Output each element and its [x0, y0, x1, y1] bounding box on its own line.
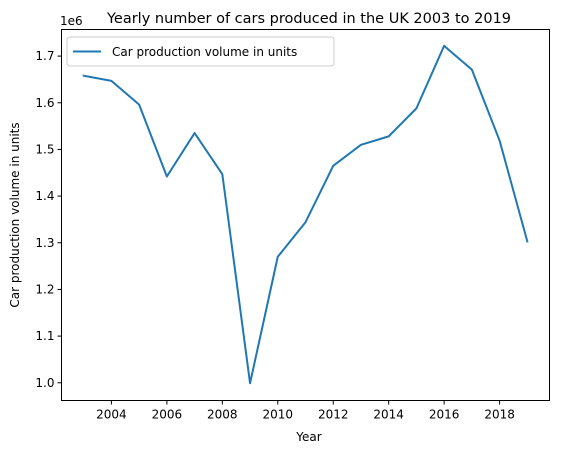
legend-box: [66, 36, 335, 67]
series-line-0: [82, 44, 529, 385]
y-tick-label: 1.0: [35, 376, 54, 390]
y-axis-label: Car production volume in units: [8, 122, 22, 307]
x-tick-label: 2010: [262, 408, 293, 422]
y-tick-label: 1.4: [35, 189, 54, 203]
y-tick-label: 1.3: [35, 236, 54, 250]
x-tick-label: 2012: [318, 408, 349, 422]
legend-label: Car production volume in units: [112, 45, 297, 59]
x-tick-label: 2004: [96, 408, 127, 422]
y-tick-label: 1.5: [35, 142, 54, 156]
y-axis: 1.0 1.1 1.2 1.3 1.4 1.5 1.6 1.7: [35, 49, 62, 390]
x-tick-label: 2006: [152, 408, 183, 422]
x-tick-label: 2014: [373, 408, 404, 422]
y-tick-label: 1.2: [35, 282, 54, 296]
plot-area: [61, 29, 550, 401]
x-axis-label: Year: [295, 430, 321, 444]
x-tick-label: 2018: [484, 408, 515, 422]
y-tick-label: 1.7: [35, 49, 54, 63]
y-tick-label: 1.6: [35, 96, 54, 110]
chart-title: Yearly number of cars produced in the UK…: [106, 11, 511, 27]
x-tick-label: 2016: [429, 408, 460, 422]
x-axis: 2004 2006 2008 2010 2012 2014 2016 2018: [96, 400, 515, 422]
y-tick-label: 1.1: [35, 329, 54, 343]
x-tick-label: 2008: [207, 408, 238, 422]
y-offset-label: 1e6: [60, 14, 83, 28]
legend: Car production volume in units: [66, 36, 335, 67]
series-group: [82, 44, 529, 385]
